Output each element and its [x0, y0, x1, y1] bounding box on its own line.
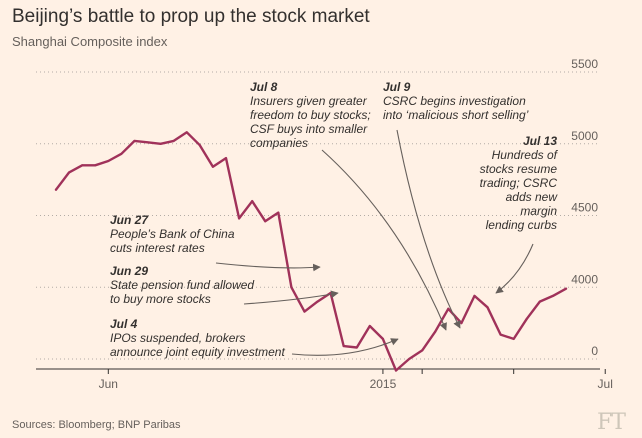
data-point	[460, 322, 463, 325]
data-point	[68, 171, 71, 174]
x-tick-label: Jun	[99, 377, 118, 391]
data-point	[159, 142, 162, 145]
annotation-text: People’s Bank of China	[110, 227, 235, 241]
data-point	[408, 358, 411, 360]
data-point	[94, 164, 97, 167]
data-point	[172, 139, 175, 142]
annotation-text: CSRC begins investigation	[383, 94, 526, 108]
annotation-text: into ‘malicious short selling’	[383, 108, 529, 122]
source-note: Sources: Bloomberg; BNP Paribas	[12, 419, 181, 431]
annotation-text: announce joint equity investment	[110, 345, 285, 359]
annotation-arrow	[321, 149, 447, 331]
data-point	[342, 345, 345, 348]
data-point	[225, 157, 227, 160]
y-tick-label: 5000	[571, 129, 598, 143]
annotation-date: Jul 4	[110, 317, 138, 331]
data-point	[81, 164, 84, 167]
chart-title: Beijing’s battle to prop up the stock ma…	[12, 6, 370, 27]
annotation-date: Jun 29	[110, 264, 148, 278]
data-point	[277, 211, 280, 214]
annotation-text: Insurers given greater	[250, 94, 368, 108]
data-point	[447, 307, 450, 310]
data-point	[473, 294, 476, 297]
data-point	[133, 139, 136, 142]
y-tick-label: 5500	[571, 57, 598, 71]
data-point	[238, 217, 241, 220]
series-line-shanghai-composite	[54, 131, 568, 372]
data-point	[395, 369, 397, 372]
annotation-text: Hundreds of	[492, 148, 559, 162]
data-point	[355, 346, 358, 349]
data-point	[55, 188, 57, 191]
data-point	[120, 152, 123, 155]
annotation-text: CSF buys into smaller	[250, 122, 368, 136]
data-point	[198, 144, 201, 147]
x-tick-label: Jul	[598, 377, 613, 391]
annotation-date: Jun 27	[110, 213, 149, 227]
annotation-arrow	[215, 262, 321, 272]
data-point	[264, 220, 267, 223]
y-tick-label: 4000	[571, 272, 598, 286]
y-axis: 5500 5000 4500 4000 0	[571, 57, 598, 358]
data-point	[251, 200, 254, 203]
data-point	[211, 165, 214, 168]
data-point	[538, 300, 541, 303]
series-layer	[54, 131, 568, 372]
annotation-arrows	[215, 129, 534, 356]
data-point	[303, 310, 306, 313]
y-tick-label: 4500	[571, 201, 598, 215]
data-point	[421, 349, 424, 352]
x-tick-label: 2015	[370, 377, 397, 391]
data-point	[486, 306, 489, 309]
data-point	[316, 300, 319, 303]
annotation-arrow	[495, 243, 534, 294]
data-point	[551, 294, 554, 297]
data-point	[565, 287, 567, 290]
data-point	[107, 159, 110, 162]
annotation-text: trading; CSRC	[480, 176, 558, 190]
data-point	[434, 330, 437, 333]
annotation-date: Jul 9	[383, 80, 411, 94]
x-axis: Jun 2015 Jul	[36, 368, 613, 391]
annotation-date: Jul 13	[523, 134, 557, 148]
ft-logo: FT	[597, 410, 626, 435]
data-point	[499, 333, 502, 336]
data-point	[146, 141, 149, 144]
annotation-text: lending curbs	[486, 218, 557, 232]
annotation-text: companies	[250, 136, 308, 150]
annotation-text: freedom to buy stocks;	[250, 108, 371, 122]
annotation-arrow	[396, 129, 461, 329]
annotation-arrow	[291, 338, 399, 356]
y-tick-label: 0	[591, 344, 598, 358]
annotation-date: Jul 8	[250, 80, 278, 94]
annotation-text: adds new	[506, 190, 559, 204]
annotation-text: cuts interest rates	[110, 241, 205, 255]
annotation-text: to buy more stocks	[110, 292, 211, 306]
data-point	[381, 337, 384, 340]
chart-subtitle: Shanghai Composite index	[12, 34, 168, 49]
data-point	[512, 337, 515, 340]
data-point	[185, 131, 188, 134]
annotation-arrow	[243, 290, 339, 305]
data-point	[368, 324, 371, 327]
data-point	[290, 286, 293, 289]
annotation-text: State pension fund allowed	[110, 278, 254, 292]
annotation-text: margin	[520, 204, 557, 218]
annotation-text: IPOs suspended, brokers	[110, 331, 245, 345]
data-point	[525, 317, 528, 320]
annotation-text: stocks resume	[480, 162, 558, 176]
